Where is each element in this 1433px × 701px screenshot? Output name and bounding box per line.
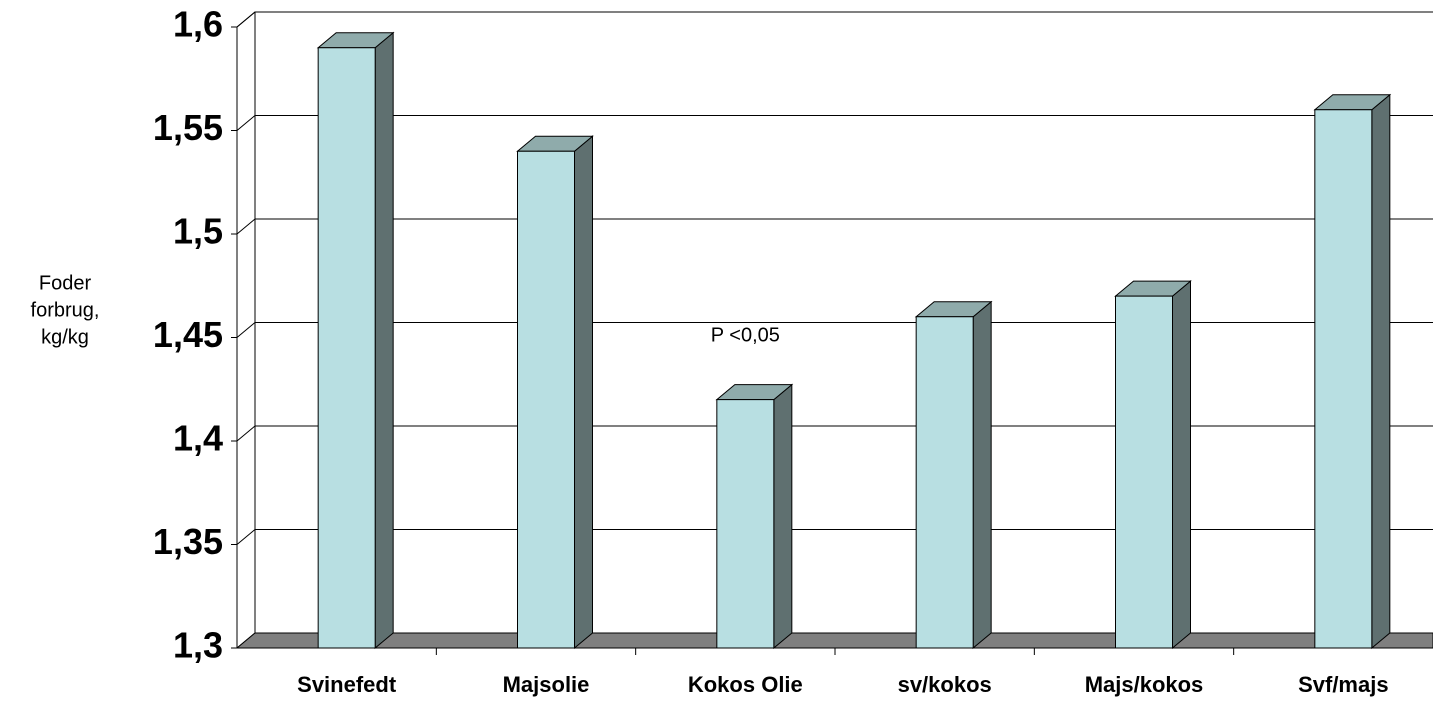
bar: [1315, 95, 1390, 648]
y-tick-label: 1,6: [173, 4, 223, 45]
x-tick-label: Majsolie: [503, 672, 590, 697]
floor: [237, 633, 1433, 648]
chart: Foder forbrug, kg/kg 1,3 1,35 1,4 1,45 1,5 1,…: [0, 0, 1433, 701]
bar-front: [1116, 296, 1173, 648]
grid-line-side: [237, 323, 255, 338]
bar-front: [717, 400, 774, 648]
bar: [318, 33, 393, 648]
bar-front: [318, 48, 375, 648]
x-tick-label: Svf/majs: [1298, 672, 1389, 697]
bar-side: [973, 302, 991, 648]
x-tick-label: Kokos Olie: [688, 672, 803, 697]
x-tick-label: sv/kokos: [898, 672, 992, 697]
y-tick-label: 1,4: [173, 418, 223, 459]
bar-side: [1372, 95, 1390, 648]
y-tick-label: 1,35: [153, 521, 223, 562]
bar-side: [774, 385, 792, 648]
y-axis-label: forbrug,: [31, 299, 100, 321]
grid-line-side: [237, 12, 255, 27]
y-tick-label: 1,5: [173, 211, 223, 252]
x-tick-label: Svinefedt: [297, 672, 397, 697]
bar: [1116, 281, 1191, 648]
y-axis-label: Foder: [39, 272, 92, 294]
bar: [916, 302, 991, 648]
y-tick-label: 1,45: [153, 314, 223, 355]
y-axis-label: kg/kg: [41, 326, 89, 348]
x-tick-label: Majs/kokos: [1085, 672, 1204, 697]
bar-side: [1173, 281, 1191, 648]
annotation: P <0,05: [711, 324, 780, 346]
y-tick-label: 1,3: [173, 625, 223, 666]
grid-line-side: [237, 116, 255, 131]
grid-line-side: [237, 219, 255, 234]
bar: [717, 385, 792, 648]
bar-side: [575, 136, 593, 648]
bar-front: [518, 151, 575, 648]
bar: [518, 136, 593, 648]
bar-front: [916, 317, 973, 648]
grid-line-side: [237, 530, 255, 545]
bar-side: [375, 33, 393, 648]
y-tick-label: 1,55: [153, 107, 223, 148]
page: Foder forbrug, kg/kg 1,3 1,35 1,4 1,45 1,5 1,…: [0, 0, 1433, 701]
bar-front: [1315, 110, 1372, 648]
grid-line-side: [237, 426, 255, 441]
